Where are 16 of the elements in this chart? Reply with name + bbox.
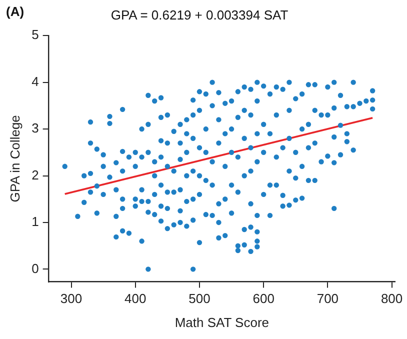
y-tick-label: 1 — [32, 214, 39, 230]
text: (A) — [6, 4, 24, 20]
y-tick-label: 2 — [32, 167, 39, 182]
x-tick-label: 600 — [252, 291, 274, 306]
x-tick-label: 700 — [316, 291, 339, 306]
y-tick-label: 0 — [32, 260, 39, 276]
chart-title: GPA = 0.6219 + 0.003394 SAT — [110, 7, 288, 22]
y-tick-label: 4 — [32, 74, 39, 89]
y-tick-label: 3 — [32, 120, 39, 136]
x-tick-label: 500 — [188, 291, 210, 306]
y-axis-title: GPA in College — [7, 115, 22, 202]
x-tick-label: 300 — [60, 291, 82, 306]
x-axis-title: Math SAT Score — [174, 314, 269, 330]
x-tick-label: 800 — [380, 291, 403, 306]
x-tick-label: 400 — [124, 291, 146, 306]
y-tick-label: 5 — [32, 27, 39, 42]
